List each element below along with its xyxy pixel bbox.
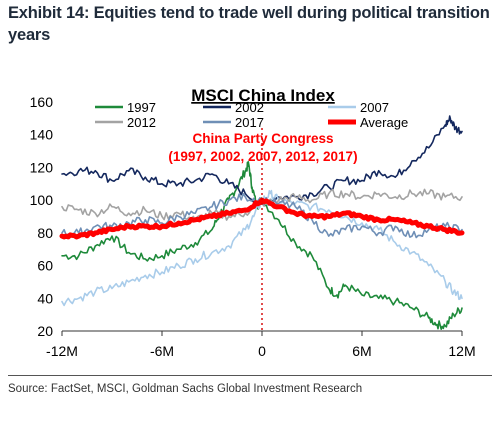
y-tick-label: 20	[37, 323, 53, 339]
series-line-2002	[61, 115, 463, 205]
legend-label-1997: 1997	[127, 100, 156, 115]
y-tick-label: 80	[37, 225, 53, 241]
legend: 1997 2002 2007 2012 2017 Average	[95, 100, 408, 130]
y-tick-label: 40	[37, 290, 53, 306]
y-tick-label: 120	[30, 159, 54, 175]
x-tick-label: 0	[258, 343, 266, 359]
y-tick-label: 140	[30, 127, 54, 143]
y-tick-label: 60	[37, 258, 53, 274]
source-note: Source: FactSet, MSCI, Goldman Sachs Glo…	[8, 383, 363, 395]
annotation: China Party Congress (1997, 2002, 2007, …	[168, 128, 358, 331]
annotation-line-2: (1997, 2002, 2007, 2012, 2017)	[168, 149, 357, 164]
x-tick-label: 12M	[448, 343, 475, 359]
y-tick-label: 100	[30, 192, 54, 208]
axes: 20 40 60 80 100 120 140 160 -12M -6M 0 6M 12M	[30, 94, 476, 359]
msci-china-index-chart: MSCI China Index 20 40 60 80 100 120 140 160 -12…	[30, 86, 476, 359]
legend-label-2012: 2012	[127, 115, 156, 130]
series-line-average	[59, 197, 465, 240]
x-tick-label: -6M	[150, 343, 174, 359]
legend-label-average: Average	[360, 115, 408, 130]
annotation-line-1: China Party Congress	[192, 131, 333, 146]
legend-label-2017: 2017	[235, 115, 264, 130]
chart-title: MSCI China Index	[191, 86, 335, 105]
x-tick-label: -12M	[46, 343, 78, 359]
x-tick-label: 6M	[352, 343, 371, 359]
exhibit-title: Exhibit 14: Equities tend to trade well …	[8, 4, 490, 44]
legend-label-2007: 2007	[360, 100, 389, 115]
y-tick-label: 160	[30, 94, 54, 110]
legend-label-2002: 2002	[235, 100, 264, 115]
source-divider	[8, 375, 492, 376]
